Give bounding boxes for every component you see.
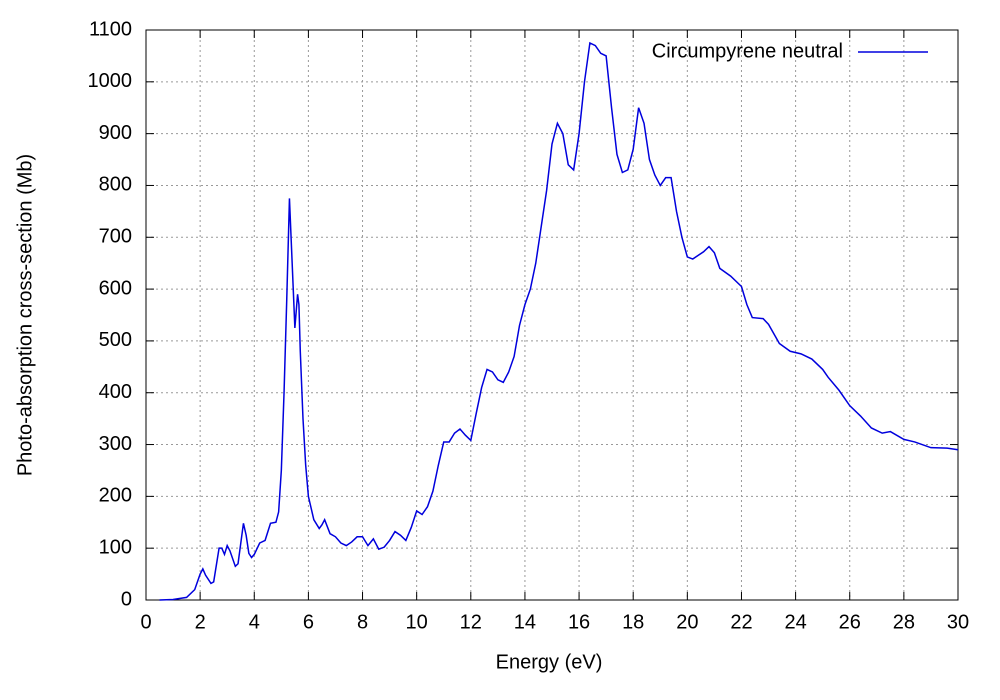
x-tick-label: 18 (622, 611, 644, 633)
x-tick-label: 10 (406, 611, 428, 633)
x-tick-label: 8 (357, 611, 368, 633)
y-tick-label: 400 (99, 381, 132, 403)
x-tick-label: 20 (676, 611, 698, 633)
x-tick-label: 28 (893, 611, 915, 633)
x-tick-label: 16 (568, 611, 590, 633)
plot-frame (145, 29, 959, 601)
legend-label: Circumpyrene neutral (652, 40, 843, 62)
y-tick-label: 300 (99, 433, 132, 455)
x-tick-label: 30 (947, 611, 969, 633)
y-tick-label: 700 (99, 226, 132, 248)
y-tick-label: 800 (99, 174, 132, 196)
y-tick-label: 1100 (89, 18, 132, 40)
y-tick-label: 900 (99, 122, 132, 144)
y-tick-label: 1000 (88, 70, 133, 92)
x-tick-label: 26 (839, 611, 861, 633)
x-tick-label: 22 (730, 611, 752, 633)
y-tick-label: 500 (99, 329, 132, 351)
x-tick-label: 0 (140, 611, 151, 633)
y-axis-label: Photo-absorption cross-section (Mb) (14, 154, 36, 476)
x-tick-label: 12 (460, 611, 482, 633)
x-tick-label: 4 (249, 611, 260, 633)
x-tick-label: 6 (303, 611, 314, 633)
data-line (159, 41, 959, 601)
x-tick-label: 24 (784, 611, 806, 633)
y-tick-label: 600 (99, 277, 132, 299)
y-tick-label: 100 (99, 536, 132, 558)
y-tick-label: 0 (121, 588, 132, 610)
y-tick-label: 200 (99, 485, 132, 507)
x-tick-label: 2 (195, 611, 206, 633)
x-axis-label: Energy (eV) (496, 651, 603, 673)
x-tick-label: 14 (514, 611, 536, 633)
